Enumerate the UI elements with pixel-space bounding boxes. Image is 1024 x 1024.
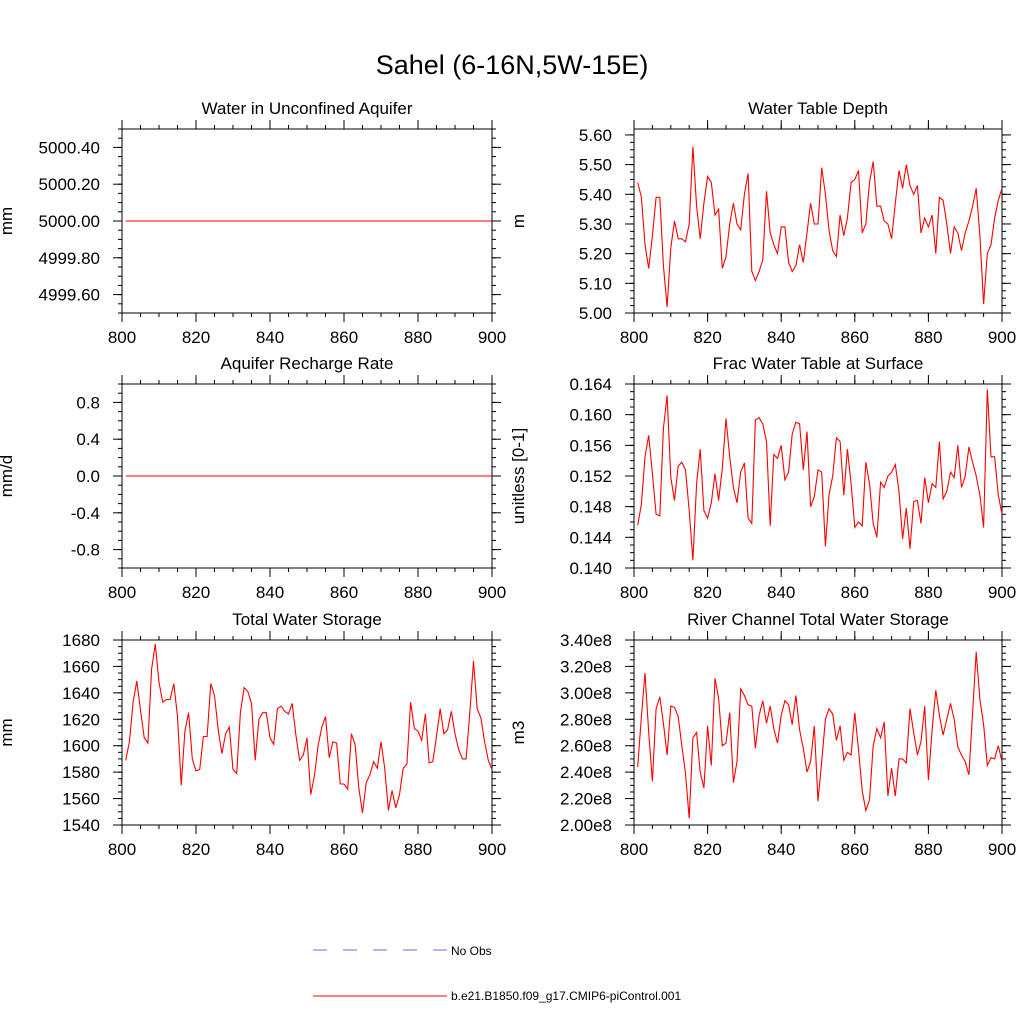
x-tick-label: 800 bbox=[620, 328, 648, 347]
x-tick-label: 860 bbox=[841, 583, 869, 602]
y-tick-label: 3.40e8 bbox=[560, 631, 612, 650]
x-tick-label: 820 bbox=[693, 840, 721, 859]
x-tick-label: 880 bbox=[404, 328, 432, 347]
panel-title: Total Water Storage bbox=[232, 610, 382, 629]
y-tick-label: 0.152 bbox=[569, 467, 612, 486]
x-tick-label: 900 bbox=[478, 583, 506, 602]
y-tick-label: 5.40 bbox=[579, 185, 612, 204]
x-tick-label: 840 bbox=[256, 840, 284, 859]
y-tick-label: 2.00e8 bbox=[560, 816, 612, 835]
y-axis-label: m bbox=[509, 214, 528, 228]
x-tick-label: 880 bbox=[404, 840, 432, 859]
y-tick-label: 5.60 bbox=[579, 126, 612, 145]
x-tick-label: 840 bbox=[767, 583, 795, 602]
x-tick-label: 880 bbox=[914, 328, 942, 347]
y-tick-label: 5000.40 bbox=[39, 138, 100, 157]
y-axis-label: unitless [0-1] bbox=[509, 428, 528, 524]
panel-title: Water in Unconfined Aquifer bbox=[201, 99, 412, 118]
y-tick-label: 0.140 bbox=[569, 559, 612, 578]
x-tick-label: 800 bbox=[108, 328, 136, 347]
y-tick-label: 2.60e8 bbox=[560, 737, 612, 756]
panel-title: Frac Water Table at Surface bbox=[713, 354, 924, 373]
y-tick-label: 5.20 bbox=[579, 245, 612, 264]
y-axis-label: m3 bbox=[509, 721, 528, 745]
y-tick-label: 0.164 bbox=[569, 375, 612, 394]
x-tick-label: 840 bbox=[767, 328, 795, 347]
y-tick-label: 2.40e8 bbox=[560, 763, 612, 782]
series-line bbox=[637, 389, 1003, 561]
y-tick-label: 2.20e8 bbox=[560, 790, 612, 809]
y-axis-label: mm/d bbox=[0, 455, 16, 498]
y-tick-label: 1640 bbox=[62, 684, 100, 703]
x-tick-label: 860 bbox=[330, 840, 358, 859]
y-tick-label: 0.160 bbox=[569, 406, 612, 425]
x-tick-label: 860 bbox=[330, 583, 358, 602]
x-tick-label: 860 bbox=[330, 328, 358, 347]
x-tick-label: 800 bbox=[108, 840, 136, 859]
x-tick-label: 820 bbox=[182, 840, 210, 859]
y-tick-label: 0.4 bbox=[76, 430, 100, 449]
y-tick-label: 5.10 bbox=[579, 274, 612, 293]
y-tick-label: 3.20e8 bbox=[560, 657, 612, 676]
y-tick-label: 1560 bbox=[62, 790, 100, 809]
x-tick-label: 880 bbox=[404, 583, 432, 602]
plot-frame bbox=[633, 383, 1003, 569]
series-line bbox=[637, 651, 1003, 819]
y-tick-label: -0.4 bbox=[71, 504, 100, 523]
series-line bbox=[637, 146, 1003, 308]
x-tick-label: 820 bbox=[182, 328, 210, 347]
figure-title: Sahel (6-16N,5W-15E) bbox=[375, 50, 649, 80]
y-tick-label: 0.0 bbox=[76, 467, 100, 486]
x-tick-label: 800 bbox=[108, 583, 136, 602]
y-tick-label: 0.8 bbox=[76, 393, 100, 412]
y-tick-label: 0.156 bbox=[569, 436, 612, 455]
y-tick-label: 5000.20 bbox=[39, 175, 100, 194]
x-tick-label: 880 bbox=[914, 583, 942, 602]
x-tick-label: 820 bbox=[693, 328, 721, 347]
y-tick-label: 5000.00 bbox=[39, 212, 100, 231]
panel-title: Aquifer Recharge Rate bbox=[221, 354, 394, 373]
y-tick-label: 4999.60 bbox=[39, 286, 100, 305]
x-tick-label: 860 bbox=[841, 328, 869, 347]
y-tick-label: 3.00e8 bbox=[560, 684, 612, 703]
y-tick-label: -0.8 bbox=[71, 541, 100, 560]
x-tick-label: 840 bbox=[256, 583, 284, 602]
x-tick-label: 900 bbox=[478, 840, 506, 859]
x-tick-label: 840 bbox=[767, 840, 795, 859]
y-tick-label: 1580 bbox=[62, 763, 100, 782]
x-tick-label: 900 bbox=[478, 328, 506, 347]
x-tick-label: 820 bbox=[693, 583, 721, 602]
x-tick-label: 900 bbox=[988, 840, 1016, 859]
y-tick-label: 5.00 bbox=[579, 304, 612, 323]
y-tick-label: 1540 bbox=[62, 816, 100, 835]
y-tick-label: 4999.80 bbox=[39, 249, 100, 268]
x-tick-label: 860 bbox=[841, 840, 869, 859]
y-tick-label: 0.144 bbox=[569, 528, 612, 547]
panel-title: Water Table Depth bbox=[748, 99, 888, 118]
x-tick-label: 820 bbox=[182, 583, 210, 602]
y-tick-label: 2.80e8 bbox=[560, 710, 612, 729]
y-tick-label: 1660 bbox=[62, 657, 100, 676]
series-line bbox=[125, 643, 493, 814]
x-tick-label: 800 bbox=[620, 583, 648, 602]
y-axis-label: mm bbox=[0, 718, 16, 746]
x-tick-label: 800 bbox=[620, 840, 648, 859]
x-tick-label: 840 bbox=[256, 328, 284, 347]
y-tick-label: 5.30 bbox=[579, 215, 612, 234]
y-axis-label: mm bbox=[0, 207, 16, 235]
y-tick-label: 0.148 bbox=[569, 498, 612, 517]
y-tick-label: 5.50 bbox=[579, 156, 612, 175]
x-tick-label: 880 bbox=[914, 840, 942, 859]
x-tick-label: 900 bbox=[988, 583, 1016, 602]
y-tick-label: 1600 bbox=[62, 737, 100, 756]
y-tick-label: 1620 bbox=[62, 710, 100, 729]
y-tick-label: 1680 bbox=[62, 631, 100, 650]
legend-label-model: b.e21.B1850.f09_g17.CMIP6-piControl.001 bbox=[451, 989, 681, 1003]
legend-label-no-obs: No Obs bbox=[451, 944, 492, 958]
x-tick-label: 900 bbox=[988, 328, 1016, 347]
panel-title: River Channel Total Water Storage bbox=[687, 610, 949, 629]
